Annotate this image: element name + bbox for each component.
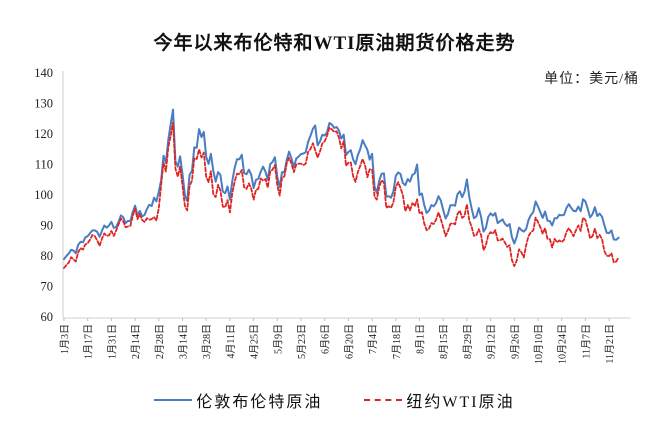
chart-title: 今年以来布伦特和WTI原油期货价格走势	[153, 33, 516, 54]
y-tick-label: 120	[34, 127, 53, 141]
y-tick-label: 60	[41, 310, 54, 324]
x-tick-label: 9月26日	[509, 324, 521, 359]
x-tick-label: 11月7日	[580, 324, 592, 359]
x-tick-label: 9月12日	[486, 324, 498, 359]
x-tick-label: 2月14日	[130, 324, 142, 359]
wti-price-line	[63, 121, 620, 269]
y-tick-label: 140	[34, 66, 53, 80]
x-tick-label: 5月23日	[296, 324, 308, 359]
x-tick-label: 1月3日	[59, 324, 71, 354]
y-tick-label: 80	[41, 249, 54, 263]
x-tick-label: 11月21日	[604, 324, 616, 364]
legend-item-brent: 伦敦布伦特原油	[154, 388, 322, 412]
x-tick-label: 8月1日	[415, 324, 427, 354]
x-tick-label: 6月6日	[320, 324, 332, 354]
x-tick-label: 3月14日	[178, 324, 190, 359]
legend-label-brent: 伦敦布伦特原油	[196, 394, 323, 411]
y-tick-label: 70	[41, 280, 54, 294]
y-tick-label: 110	[35, 158, 53, 172]
x-tick-label: 3月28日	[201, 324, 213, 359]
x-tick-label: 7月18日	[391, 324, 403, 359]
x-tick-label: 6月20日	[343, 324, 355, 359]
x-tick-label: 1月31日	[106, 324, 118, 359]
x-tick-label: 2月28日	[154, 324, 166, 359]
y-tick-label: 100	[34, 188, 53, 202]
legend-label-wti: 纽约WTI原油	[406, 394, 515, 411]
y-tick-label: 130	[34, 97, 53, 111]
x-tick-label: 10月10日	[533, 324, 545, 364]
unit-label: 单位：美元/桶	[544, 72, 639, 87]
legend-item-wti: 纽约WTI原油	[364, 388, 514, 412]
legend: 伦敦布伦特原油 纽约WTI原油	[0, 388, 669, 412]
x-tick-label: 5月9日	[272, 324, 284, 354]
x-tick-label: 4月11日	[225, 324, 237, 359]
x-tick-label: 10月24日	[557, 324, 569, 364]
x-tick-label: 8月29日	[462, 324, 474, 359]
y-tick-label: 90	[41, 219, 54, 233]
brent-price-line	[63, 108, 620, 261]
x-tick-label: 7月4日	[367, 324, 379, 354]
x-tick-label: 4月25日	[249, 324, 261, 359]
brent-line-sample-icon	[154, 399, 193, 401]
x-tick-label: 1月17日	[83, 324, 95, 359]
wti-line-sample-icon	[364, 399, 403, 401]
x-tick-label: 8月15日	[438, 324, 450, 359]
